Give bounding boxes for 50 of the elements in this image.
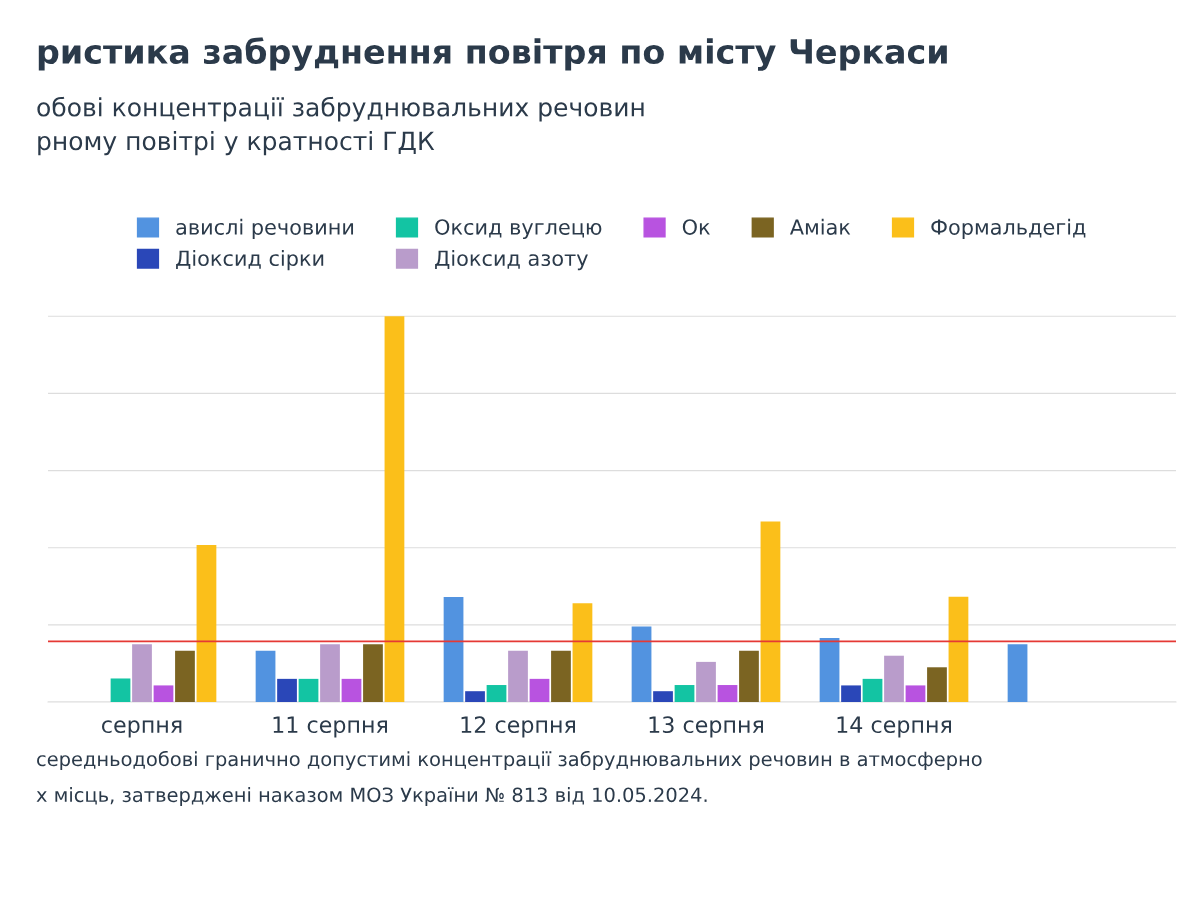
bar <box>739 650 759 702</box>
bar <box>110 678 131 702</box>
bar <box>298 678 319 702</box>
bar <box>572 603 593 702</box>
bar <box>819 637 840 702</box>
bar <box>320 644 340 702</box>
bar <box>674 685 695 702</box>
chart-subtitle: обові концентрації забруднювальних речовин рному повітрі у кратності ГДК <box>37 96 644 156</box>
bar <box>153 685 174 702</box>
bar <box>175 650 195 702</box>
x-tick-label: 11 серпня <box>273 716 387 738</box>
bar <box>132 644 152 702</box>
bar <box>1007 644 1028 702</box>
x-tick-label: 13 серпня <box>649 716 763 738</box>
x-tick-label: 12 серпня <box>461 716 575 738</box>
bar <box>717 685 738 702</box>
legend-label: Ок <box>682 219 710 235</box>
bar <box>760 521 781 702</box>
legend-label: Оксид вуглецю <box>435 219 602 239</box>
bar <box>631 626 652 702</box>
bar <box>862 678 883 702</box>
bar <box>486 685 507 702</box>
bar <box>196 545 217 702</box>
bar <box>884 655 904 702</box>
x-tick-label: серпня <box>102 720 182 738</box>
bar <box>508 650 528 702</box>
bar <box>841 685 861 702</box>
legend-label: авислі речовини <box>176 218 354 239</box>
bar <box>443 597 464 702</box>
bar <box>948 596 969 702</box>
bar <box>653 691 673 702</box>
bar <box>905 685 926 702</box>
bar <box>341 678 362 702</box>
bar <box>465 691 485 702</box>
bar <box>384 316 405 702</box>
bar <box>927 667 947 702</box>
bar <box>277 678 297 702</box>
x-tick-label: 14 серпня <box>837 716 951 738</box>
bar <box>529 678 550 702</box>
legend-label: Аміак <box>789 218 851 235</box>
legend-label: Формальдегід <box>931 218 1086 239</box>
chart-title: ристика забруднення повітря по місту Черкаси <box>38 37 947 71</box>
text: х місць, затверджені наказом МОЗ України № 813 від 10.05.2024. <box>36 787 707 806</box>
legend-label: Діоксид азоту <box>435 249 588 271</box>
bar <box>696 661 716 702</box>
bar <box>551 650 571 702</box>
bar <box>255 650 276 702</box>
legend-label: Діоксид сірки <box>176 249 324 271</box>
bar <box>363 644 383 702</box>
text: середньодобові гранично допустимі концентрації забруднювальних речовин в атмосферно <box>37 750 982 771</box>
